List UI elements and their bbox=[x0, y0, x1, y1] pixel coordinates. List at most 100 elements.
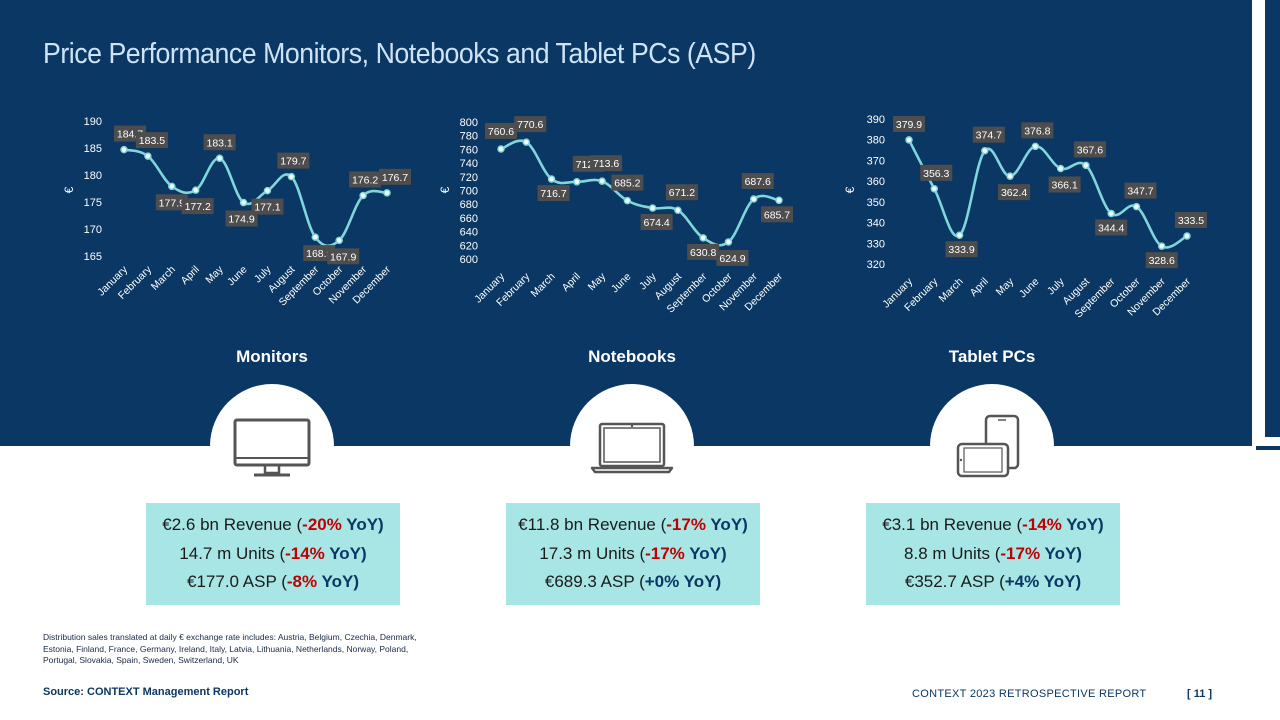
data-label-text: 347.7 bbox=[1127, 186, 1153, 198]
y-tick-label: 360 bbox=[867, 176, 885, 188]
data-label-text: 685.7 bbox=[764, 209, 790, 221]
notebooks-title: Notebooks bbox=[588, 347, 676, 366]
y-tick-label: 175 bbox=[84, 197, 102, 209]
data-point bbox=[1132, 202, 1141, 211]
data-label: 333.9 bbox=[945, 241, 978, 258]
data-point bbox=[749, 195, 758, 203]
data-label-bg bbox=[972, 126, 1005, 143]
data-point bbox=[1082, 161, 1090, 170]
y-tick-label: 165 bbox=[84, 251, 102, 263]
data-label-text: 760.6 bbox=[488, 126, 514, 138]
data-label-text: 716.7 bbox=[540, 188, 566, 200]
data-label-bg bbox=[277, 152, 310, 169]
footnote: Distribution sales translated at daily €… bbox=[43, 632, 417, 665]
data-label-text: 671.2 bbox=[669, 187, 695, 199]
notebooks-revenue: €11.8 bn Revenue (-17% YoY) bbox=[518, 515, 748, 534]
tablets-revenue: €3.1 bn Revenue (-14% YoY) bbox=[882, 515, 1104, 534]
page-title: Price Performance Monitors, Notebooks an… bbox=[43, 38, 756, 70]
data-label-text: 177.2 bbox=[185, 201, 211, 213]
x-tick-label: March bbox=[937, 276, 966, 305]
tablets-stats: €3.1 bn Revenue (-14% YoY) 8.8 m Units (… bbox=[866, 503, 1120, 605]
data-label-bg bbox=[514, 116, 547, 133]
y-tick-label: 800 bbox=[460, 117, 478, 129]
data-label-bg bbox=[1124, 182, 1157, 199]
data-label-bg bbox=[327, 248, 360, 265]
data-point bbox=[573, 178, 581, 186]
y-tick-label: 620 bbox=[460, 240, 478, 252]
y-tick-label: 350 bbox=[867, 197, 885, 209]
data-label: 176.7 bbox=[379, 168, 411, 185]
data-point bbox=[335, 236, 343, 245]
data-label-bg bbox=[251, 198, 284, 215]
data-point bbox=[168, 182, 176, 191]
data-label-text: 333.5 bbox=[1178, 215, 1204, 227]
monitors-units: 14.7 m Units (-14% YoY) bbox=[179, 543, 367, 563]
data-label: 770.6 bbox=[514, 116, 547, 133]
y-tick-label: 700 bbox=[460, 186, 478, 198]
data-point bbox=[497, 145, 505, 153]
y-tick-label: 740 bbox=[460, 158, 478, 170]
data-label-bg bbox=[761, 206, 793, 223]
y-tick-label: 640 bbox=[460, 227, 478, 239]
data-point bbox=[981, 146, 989, 155]
data-label-bg bbox=[485, 122, 517, 139]
data-point bbox=[191, 186, 200, 194]
data-point bbox=[775, 196, 783, 205]
data-point bbox=[215, 154, 224, 163]
y-tick-label: 720 bbox=[460, 172, 478, 184]
y-axis-label: € bbox=[438, 186, 452, 193]
data-label: 376.8 bbox=[1021, 122, 1054, 139]
data-label-bg bbox=[920, 164, 953, 181]
data-label-bg bbox=[611, 174, 644, 191]
y-tick-label: 170 bbox=[84, 224, 102, 236]
y-tick-label: 180 bbox=[84, 170, 102, 182]
data-label-bg bbox=[998, 184, 1031, 201]
data-point bbox=[623, 196, 632, 205]
data-point bbox=[648, 204, 657, 212]
data-point bbox=[674, 206, 682, 214]
edge-stripe-lower bbox=[1256, 446, 1280, 450]
data-point bbox=[144, 152, 152, 160]
data-label-text: 183.1 bbox=[206, 137, 232, 149]
tablets-asp: €352.7 ASP (+4% YoY) bbox=[904, 572, 1082, 591]
notebooks-stats: €11.8 bn Revenue (-17% YoY) 17.3 m Units… bbox=[506, 503, 760, 605]
data-label: 328.6 bbox=[1145, 252, 1178, 269]
data-point bbox=[1006, 172, 1014, 180]
data-point bbox=[359, 191, 367, 200]
monitor-icon bbox=[233, 418, 311, 477]
notebooks-units: 17.3 m Units (-17% YoY) bbox=[539, 543, 727, 563]
data-point bbox=[955, 231, 964, 239]
report-label: CONTEXT 2023 RETROSPECTIVE REPORT bbox=[912, 688, 1147, 700]
data-label-text: 356.3 bbox=[923, 168, 949, 180]
data-label-bg bbox=[1145, 252, 1178, 269]
y-tick-label: 390 bbox=[867, 114, 885, 126]
data-label-text: 366.1 bbox=[1051, 180, 1077, 192]
data-label: 177.1 bbox=[251, 198, 284, 215]
data-label-bg bbox=[225, 210, 258, 227]
data-label-bg bbox=[1048, 176, 1081, 193]
data-point bbox=[905, 136, 913, 144]
data-point bbox=[598, 177, 606, 185]
x-tick-label: April bbox=[968, 276, 991, 299]
data-label-bg bbox=[590, 155, 623, 172]
laptop-circle bbox=[570, 384, 694, 508]
data-point bbox=[547, 175, 556, 183]
data-point bbox=[1056, 164, 1065, 173]
y-tick-label: 680 bbox=[460, 199, 478, 211]
data-label: 674.4 bbox=[640, 214, 673, 231]
data-label-text: 770.6 bbox=[517, 119, 543, 131]
data-label-bg bbox=[349, 171, 382, 188]
data-label-bg bbox=[893, 115, 925, 132]
y-tick-label: 600 bbox=[460, 254, 478, 266]
tablet-circle bbox=[930, 384, 1054, 508]
monitors-stats: €2.6 bn Revenue (-20% YoY) 14.7 m Units … bbox=[146, 503, 400, 605]
data-label: 183.5 bbox=[135, 132, 168, 149]
data-label: 624.9 bbox=[716, 249, 749, 266]
data-label-text: 344.4 bbox=[1098, 222, 1124, 234]
data-point bbox=[1107, 209, 1115, 218]
data-label: 366.1 bbox=[1048, 176, 1081, 193]
tablets-title: Tablet PCs bbox=[948, 347, 1036, 366]
data-label-text: 328.6 bbox=[1149, 255, 1175, 267]
y-tick-label: 340 bbox=[867, 218, 885, 230]
